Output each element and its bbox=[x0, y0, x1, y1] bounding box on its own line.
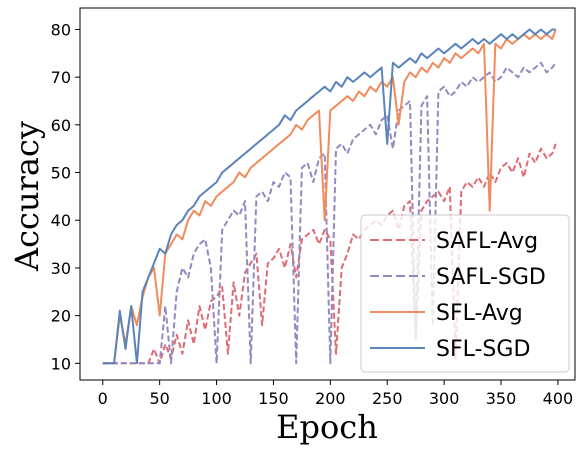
x-tick-label: 300 bbox=[429, 389, 460, 408]
x-tick-labels: 0 50 100 150 200 250 300 350 400 bbox=[98, 389, 574, 408]
series-lines bbox=[102, 28, 557, 365]
legend-label-safl-sgd: SAFL-SGD bbox=[436, 265, 546, 290]
series-line-sfl-avg bbox=[102, 29, 557, 365]
y-tick-label: 20 bbox=[51, 307, 71, 326]
series-line-sfl-sgd bbox=[102, 28, 556, 365]
legend-label-sfl-avg: SFL-Avg bbox=[436, 301, 523, 326]
x-tick-label: 350 bbox=[486, 389, 517, 408]
axis-ticks bbox=[75, 28, 559, 385]
y-tick-label: 80 bbox=[51, 20, 71, 39]
x-tick-label: 400 bbox=[543, 389, 574, 408]
y-tick-labels: 10 20 30 40 50 60 70 80 bbox=[51, 20, 71, 373]
y-axis-label: Accuracy bbox=[8, 121, 46, 272]
x-axis-label: Epoch bbox=[276, 408, 378, 446]
x-tick-label: 200 bbox=[315, 389, 346, 408]
y-tick-label: 50 bbox=[51, 164, 71, 183]
legend: SAFL-Avg SAFL-SGD SFL-Avg SFL-SGD bbox=[360, 214, 570, 373]
x-tick-label: 150 bbox=[258, 389, 289, 408]
x-tick-label: 0 bbox=[98, 389, 108, 408]
y-tick-label: 40 bbox=[51, 211, 71, 230]
legend-box bbox=[360, 214, 570, 373]
plot-area bbox=[102, 28, 557, 365]
x-tick-label: 50 bbox=[149, 389, 169, 408]
y-tick-label: 70 bbox=[51, 68, 71, 87]
x-tick-label: 250 bbox=[372, 389, 403, 408]
legend-label-safl-avg: SAFL-Avg bbox=[436, 229, 538, 254]
y-tick-label: 10 bbox=[51, 354, 71, 373]
y-tick-label: 60 bbox=[51, 116, 71, 135]
legend-label-sfl-sgd: SFL-SGD bbox=[436, 337, 530, 362]
series-line-safl-sgd bbox=[102, 61, 557, 365]
x-tick-label: 100 bbox=[201, 389, 232, 408]
plot-frame bbox=[79, 7, 576, 381]
y-tick-label: 30 bbox=[51, 259, 71, 278]
